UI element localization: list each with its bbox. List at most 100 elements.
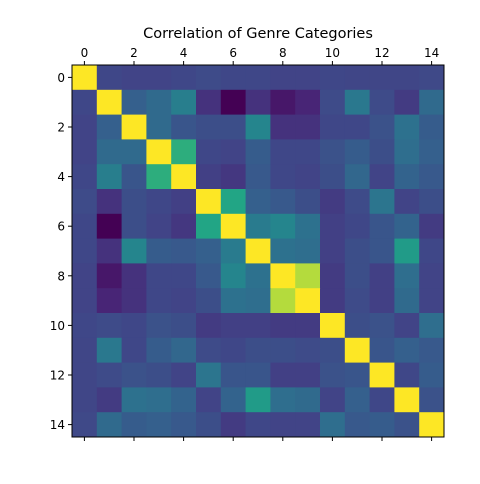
x-tick-label: 0	[81, 46, 89, 60]
heatmap-cell	[344, 387, 370, 413]
heatmap-cell	[270, 189, 296, 215]
heatmap-cell	[394, 387, 420, 413]
heatmap-cell	[96, 263, 122, 289]
heatmap-cell	[419, 288, 445, 314]
heatmap-cell	[320, 213, 346, 239]
heatmap-cell	[419, 213, 445, 239]
heatmap-cell	[320, 412, 346, 438]
heatmap-cell	[96, 313, 122, 339]
heatmap-cell	[196, 189, 222, 215]
heatmap-cell	[72, 189, 98, 215]
heatmap-cell	[121, 238, 147, 264]
heatmap-cell	[419, 114, 445, 140]
heatmap-cell	[96, 362, 122, 388]
heatmap-cell	[295, 164, 321, 190]
heatmap-cell	[146, 213, 172, 239]
heatmap-cell	[171, 337, 197, 363]
heatmap-cell	[419, 387, 445, 413]
heatmap-cell	[344, 313, 370, 339]
y-tick-label: 6	[57, 220, 65, 234]
heatmap-cell	[344, 362, 370, 388]
heatmap-cell	[171, 139, 197, 165]
heatmap-cell	[295, 213, 321, 239]
x-tick-label: 14	[424, 46, 439, 60]
heatmap-cell	[369, 189, 395, 215]
heatmap-cell	[320, 263, 346, 289]
heatmap-cell	[320, 288, 346, 314]
heatmap-cell	[121, 139, 147, 165]
heatmap-cell	[270, 114, 296, 140]
heatmap-cell	[270, 65, 296, 91]
heatmap-cell	[146, 139, 172, 165]
heatmap-cell	[369, 65, 395, 91]
heatmap-cell	[121, 213, 147, 239]
heatmap-cell	[320, 238, 346, 264]
heatmap-cell	[245, 313, 271, 339]
heatmap-cell	[72, 213, 98, 239]
heatmap-cell	[220, 387, 246, 413]
heatmap-cell	[394, 189, 420, 215]
heatmap-cell	[394, 164, 420, 190]
heatmap-cell	[121, 89, 147, 115]
heatmap-cell	[121, 387, 147, 413]
heatmap-cell	[171, 387, 197, 413]
heatmap-cell	[220, 412, 246, 438]
heatmap-cell	[220, 263, 246, 289]
heatmap-cell	[394, 139, 420, 165]
heatmap-cell	[369, 89, 395, 115]
heatmap-cell	[369, 238, 395, 264]
heatmap-cell	[146, 114, 172, 140]
heatmap-cell	[171, 288, 197, 314]
heatmap-cell	[96, 337, 122, 363]
heatmap-cell	[270, 288, 296, 314]
heatmap-cell	[72, 362, 98, 388]
heatmap-cell	[369, 164, 395, 190]
heatmap-cell	[196, 213, 222, 239]
heatmap-cell	[344, 337, 370, 363]
heatmap-cell	[171, 89, 197, 115]
heatmap-cell	[419, 313, 445, 339]
heatmap-cell	[146, 65, 172, 91]
heatmap-cell	[171, 213, 197, 239]
heatmap-cell	[196, 164, 222, 190]
heatmap-cell	[369, 313, 395, 339]
heatmap-cell	[419, 337, 445, 363]
heatmap-cell	[146, 164, 172, 190]
heatmap-cell	[121, 164, 147, 190]
heatmap-cell	[146, 362, 172, 388]
heatmap-cell	[96, 288, 122, 314]
heatmap-cell	[196, 412, 222, 438]
heatmap-cell	[72, 412, 98, 438]
heatmap-cell	[146, 337, 172, 363]
heatmap-cell	[295, 139, 321, 165]
heatmap-cell	[270, 263, 296, 289]
x-axis-ticks: 0 2 4 6 8 10 12 14	[81, 46, 439, 441]
x-tick-label: 10	[325, 46, 340, 60]
heatmap-cell	[146, 288, 172, 314]
heatmap-cell	[295, 387, 321, 413]
heatmap-cell	[270, 313, 296, 339]
heatmap-cell	[220, 362, 246, 388]
heatmap-cell	[245, 288, 271, 314]
heatmap-cell	[72, 65, 98, 91]
heatmap-cell	[270, 238, 296, 264]
heatmap-cell	[419, 189, 445, 215]
heatmap-cell	[72, 288, 98, 314]
heatmap-cell	[320, 164, 346, 190]
heatmap-cell	[419, 263, 445, 289]
heatmap-cell	[344, 189, 370, 215]
heatmap-cells	[72, 65, 445, 438]
heatmap-cell	[121, 362, 147, 388]
heatmap-cell	[369, 362, 395, 388]
heatmap-cell	[196, 337, 222, 363]
y-tick-label: 10	[50, 319, 65, 333]
heatmap-cell	[419, 65, 445, 91]
heatmap-cell	[196, 313, 222, 339]
heatmap-cell	[72, 313, 98, 339]
heatmap-cell	[295, 238, 321, 264]
heatmap-cell	[270, 139, 296, 165]
heatmap-cell	[344, 114, 370, 140]
heatmap-cell	[320, 89, 346, 115]
heatmap-cell	[320, 65, 346, 91]
